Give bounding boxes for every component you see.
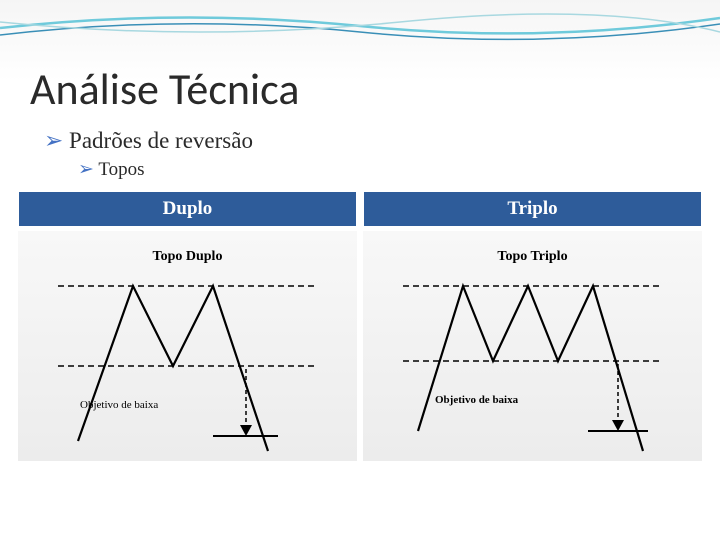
col-left-header: Duplo: [18, 191, 357, 227]
objective-arrow-head-t: [612, 420, 624, 431]
chart-title-triplo: Topo Triplo: [363, 249, 702, 265]
bullet-list: Padrões de reversão Topos: [0, 128, 720, 181]
chart-triplo: Topo Triplo Objetivo de baixa: [363, 231, 702, 461]
columns-wrap: Duplo Topo Duplo Objetivo de baixa Tripl…: [0, 181, 720, 461]
objective-arrow-head: [240, 425, 252, 436]
col-right: Triplo Topo Triplo Objetivo de baixa: [363, 191, 702, 461]
chart-duplo: Topo Duplo Objetivo de baixa: [18, 231, 357, 461]
price-line: [78, 286, 268, 451]
bullet-level2: Topos: [44, 158, 720, 181]
objective-label-triplo: Objetivo de baixa: [435, 394, 518, 406]
slide-title: Análise Técnica: [0, 0, 720, 128]
price-line-t: [418, 286, 643, 451]
col-left: Duplo Topo Duplo Objetivo de baixa: [18, 191, 357, 461]
col-right-header: Triplo: [363, 191, 702, 227]
bullet-level1: Padrões de reversão: [44, 128, 720, 154]
chart-title-duplo: Topo Duplo: [18, 249, 357, 265]
objective-label-duplo: Objetivo de baixa: [80, 399, 158, 411]
